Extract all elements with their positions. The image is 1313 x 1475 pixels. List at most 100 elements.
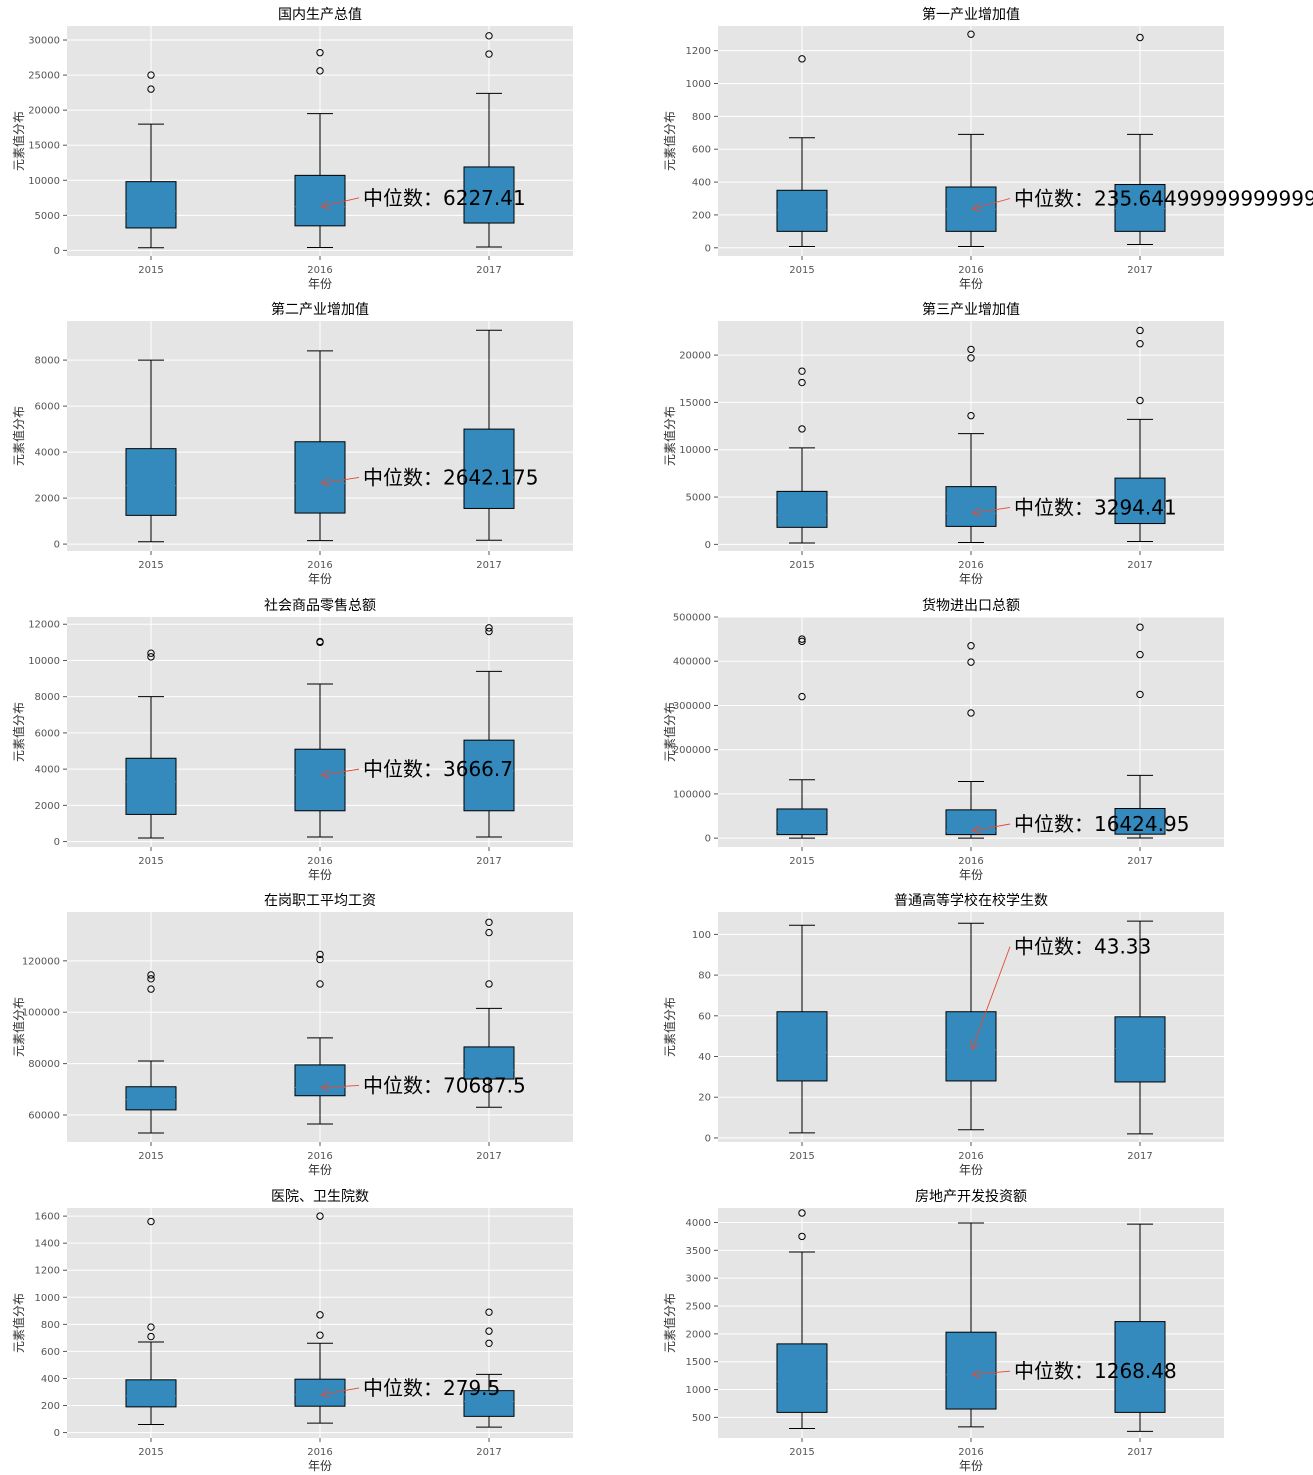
x-tick-label: 2017: [476, 560, 501, 571]
x-tick-label: 2017: [476, 1151, 501, 1162]
iqr-box: [463, 166, 515, 224]
y-tick-label: 3500: [686, 1246, 711, 1257]
chart-panel: 500 1000 1500 2000 2500 3000 3500 4000 2015 2016 2…: [662, 1189, 1224, 1473]
iqr-box: [776, 189, 828, 232]
y-tick-label: 6000: [35, 402, 60, 413]
iqr-box: [945, 1331, 997, 1410]
y-axis-label: 元素值分布: [11, 406, 26, 466]
iqr-box: [463, 739, 515, 812]
box-2017: [463, 624, 515, 838]
x-tick-label: 2015: [138, 1447, 163, 1458]
y-tick-label: 80000: [28, 1059, 60, 1070]
y-axis-label: 元素值分布: [662, 111, 677, 171]
y-axis-label: 元素值分布: [662, 997, 677, 1057]
outlier-point: [798, 1209, 806, 1217]
x-tick-label: 2016: [307, 1151, 332, 1162]
iqr-box: [463, 428, 515, 509]
box-2017: [463, 329, 515, 541]
box-2015: [776, 635, 828, 839]
outlier-point: [798, 425, 806, 433]
y-tick-label: 20: [698, 1093, 711, 1104]
y-axis-label: 元素值分布: [662, 702, 677, 762]
outlier-point: [316, 48, 324, 57]
median-arrow: [321, 197, 360, 207]
x-tick-label: 2016: [958, 1447, 983, 1458]
outlier-point: [798, 55, 806, 63]
x-axis-label: 年份: [959, 868, 983, 882]
y-tick-label: 600: [41, 1347, 60, 1358]
outlier-point: [1136, 340, 1144, 348]
iqr-box: [294, 748, 346, 812]
y-tick-label: 2000: [35, 494, 60, 505]
y-tick-label: 25000: [28, 71, 60, 82]
outlier-point: [485, 1339, 493, 1347]
x-tick-label: 2015: [789, 265, 814, 276]
y-tick-label: 1200: [35, 1266, 60, 1277]
outlier-point: [1136, 690, 1144, 699]
outlier-point: [147, 649, 155, 657]
box-2016: [945, 30, 997, 247]
outlier-point: [798, 692, 806, 701]
outlier-point: [485, 1308, 493, 1316]
chart-panel: 0 200 400 600 800 1000 1200 2015 2016 2017 第一产业增加值…: [662, 6, 1313, 291]
y-tick-label: 60000: [28, 1111, 60, 1122]
y-tick-label: 1500: [686, 1357, 711, 1368]
box-2015: [125, 71, 177, 249]
median-annotation: 中位数：1268.48: [1014, 1359, 1177, 1383]
outlier-point: [967, 345, 975, 354]
iqr-box: [294, 174, 346, 227]
y-tick-label: 0: [705, 243, 711, 254]
outlier-point: [1136, 326, 1144, 335]
iqr-box: [125, 448, 177, 516]
y-tick-label: 4000: [686, 1218, 711, 1229]
y-tick-label: 300000: [673, 701, 711, 712]
y-tick-label: 100000: [673, 789, 711, 800]
y-tick-label: 8000: [35, 692, 60, 703]
median-arrow: [321, 768, 360, 775]
outlier-point: [147, 1332, 155, 1341]
y-tick-label: 400: [41, 1374, 60, 1385]
y-tick-label: 800: [692, 112, 711, 123]
y-tick-label: 200000: [673, 745, 711, 756]
x-tick-label: 2016: [307, 560, 332, 571]
iqr-box: [463, 1390, 515, 1417]
y-axis-label: 元素值分布: [11, 1293, 26, 1353]
y-tick-label: 0: [54, 837, 60, 848]
y-tick-label: 8000: [35, 356, 60, 367]
x-axis-label: 年份: [308, 1163, 332, 1177]
iqr-box: [776, 1343, 828, 1413]
y-tick-label: 100: [692, 930, 711, 941]
box-2017: [463, 1308, 515, 1428]
outlier-point: [967, 658, 975, 666]
box-2015: [776, 55, 828, 247]
median-arrow: [972, 507, 1011, 513]
x-tick-label: 2016: [958, 265, 983, 276]
outlier-point: [485, 980, 493, 988]
y-tick-label: 0: [54, 246, 60, 257]
outlier-point: [316, 955, 324, 964]
box-2016: [294, 950, 346, 1125]
y-tick-label: 500000: [673, 613, 711, 624]
outlier-point: [1136, 650, 1144, 659]
y-tick-label: 5000: [686, 493, 711, 504]
outlier-point: [967, 709, 975, 717]
chart-panel: 0 100000 200000 300000 400000 500000 2015 2016 2…: [662, 597, 1224, 882]
iqr-box: [945, 1011, 997, 1082]
outlier-point: [798, 367, 806, 375]
iqr-box: [1114, 1321, 1166, 1413]
x-tick-label: 2015: [789, 560, 814, 571]
y-axis-label: 元素值分布: [11, 997, 26, 1057]
y-tick-label: 60: [698, 1011, 711, 1022]
median-annotation: 中位数：3294.41: [1014, 495, 1177, 519]
box-2016: [294, 637, 346, 838]
iqr-box: [945, 486, 997, 527]
median-annotation: 中位数：6227.41: [363, 186, 526, 210]
iqr-box: [125, 757, 177, 815]
outlier-point: [316, 637, 324, 646]
x-tick-label: 2015: [138, 560, 163, 571]
y-tick-label: 12000: [28, 620, 60, 631]
y-tick-label: 30000: [28, 36, 60, 47]
chart-title: 第一产业增加值: [922, 6, 1020, 23]
x-axis-label: 年份: [308, 868, 332, 882]
median-annotation: 中位数：2642.175: [363, 465, 538, 489]
